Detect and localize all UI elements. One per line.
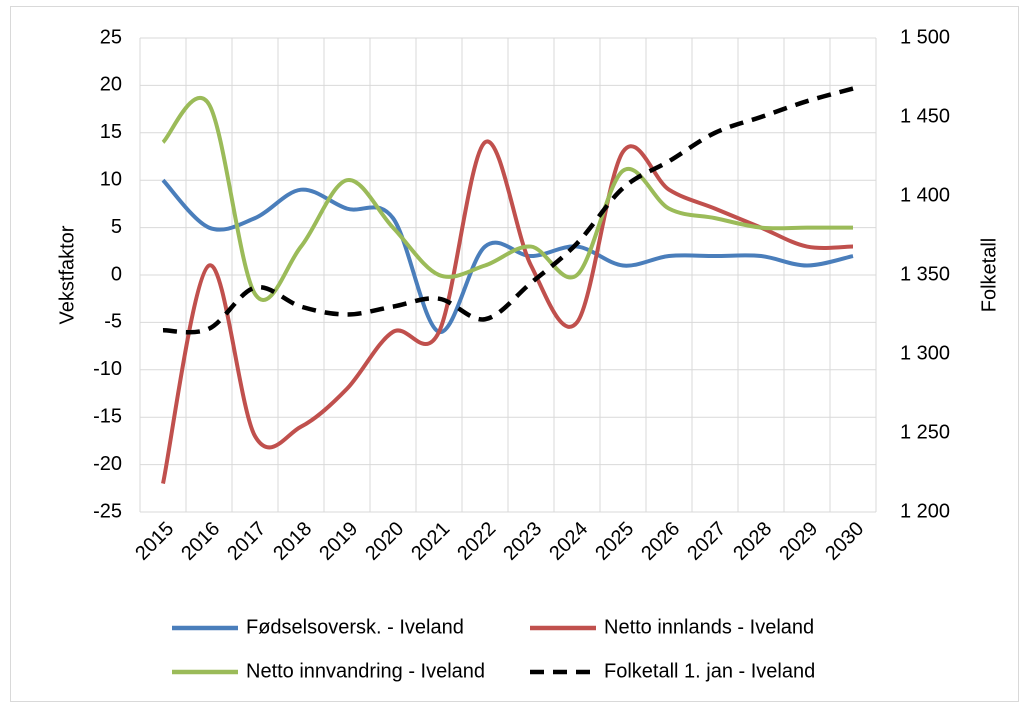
y2-tick-label: 1 500 [900,26,950,48]
x-tick-label: 2028 [729,518,776,565]
series-line [162,86,854,335]
y-tick-label: -5 [104,311,122,333]
x-tick-label: 2029 [775,518,822,565]
y-tick-label: 5 [111,216,122,238]
y-tick-label: 25 [100,26,122,48]
y2-tick-label: 1 400 [900,184,950,206]
legend-label: Folketall 1. jan - Iveland [604,660,815,682]
y2-tick-label: 1 450 [900,105,950,127]
y-tick-label: 15 [100,121,122,143]
series-line [161,96,853,302]
series-line [161,139,854,484]
x-tick-label: 2027 [683,518,730,565]
y2-tick-label: 1 350 [900,263,950,285]
x-tick-label: 2020 [361,518,408,565]
y-tick-label: 10 [100,168,122,190]
x-tick-label: 2030 [821,518,868,565]
x-tick-label: 2024 [545,518,592,565]
x-tick-label: 2021 [407,518,454,565]
chart-border [10,6,1019,702]
y-tick-label: -10 [93,358,122,380]
y-tick-label: 20 [100,74,122,96]
x-tick-label: 2015 [131,518,178,565]
y-tick-label: -20 [93,453,122,475]
x-tick-label: 2026 [637,518,684,565]
legend-label: Fødselsoversk. - Iveland [246,616,464,638]
y-axis-title: Vekstfaktor [56,225,78,324]
legend-label: Netto innvandring - Iveland [246,660,485,682]
legend-label: Netto innlands - Iveland [604,616,814,638]
y2-axis-title: Folketall [978,238,1000,312]
series-line [161,178,854,334]
y-tick-label: 0 [111,263,122,285]
y2-tick-label: 1 200 [900,500,950,522]
y-tick-label: -25 [93,500,122,522]
x-tick-label: 2016 [177,518,224,565]
x-tick-label: 2017 [223,518,270,565]
y2-tick-label: 1 250 [900,421,950,443]
y2-tick-label: 1 300 [900,342,950,364]
x-tick-label: 2025 [591,518,638,565]
x-tick-label: 2019 [315,518,362,565]
x-tick-label: 2022 [453,518,500,565]
x-tick-label: 2023 [499,518,546,565]
y-tick-label: -15 [93,405,122,427]
x-tick-label: 2018 [269,518,316,565]
